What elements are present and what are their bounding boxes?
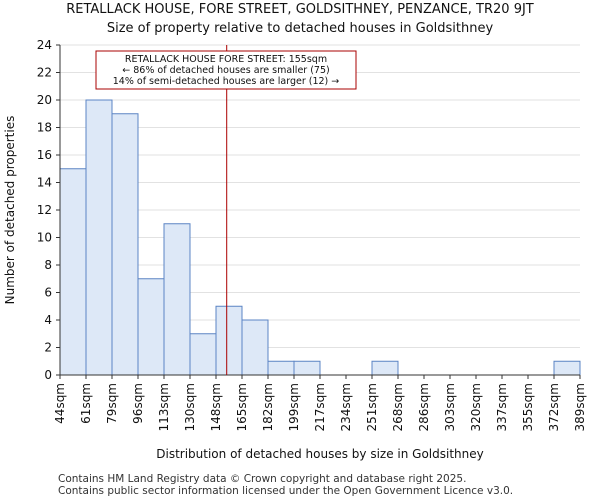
bars-layer xyxy=(59,99,581,376)
annotation-line-3: 14% of semi-detached houses are larger (… xyxy=(113,76,340,87)
x-tick-label: 337sqm xyxy=(495,383,509,431)
footer-line-2: Contains public sector information licen… xyxy=(58,485,514,497)
x-tick-label: 199sqm xyxy=(287,383,301,431)
y-tick-label: 20 xyxy=(37,93,52,107)
x-tick-label: 268sqm xyxy=(391,383,405,431)
y-axis-label: Number of detached properties xyxy=(3,116,17,305)
annotation-line-1: RETALLACK HOUSE FORE STREET: 155sqm xyxy=(125,54,327,65)
histogram-bar xyxy=(241,319,269,376)
histogram-bar xyxy=(137,278,165,376)
histogram-bar xyxy=(371,360,399,376)
y-tick-label: 22 xyxy=(37,66,52,80)
x-axis-label: Distribution of detached houses by size … xyxy=(156,447,483,461)
x-tick-label: 165sqm xyxy=(235,383,249,431)
x-tick-label: 79sqm xyxy=(105,383,119,424)
x-tick-label: 130sqm xyxy=(183,383,197,431)
x-tick-label: 182sqm xyxy=(261,383,275,431)
y-tick-label: 18 xyxy=(37,121,52,135)
chart-subtitle: Size of property relative to detached ho… xyxy=(106,21,494,36)
histogram-bar xyxy=(189,333,217,376)
histogram-bar xyxy=(267,360,295,376)
annotation-line-2: ← 86% of detached houses are smaller (75… xyxy=(122,65,329,76)
x-tick-label: 389sqm xyxy=(573,383,587,431)
x-tick-label: 148sqm xyxy=(209,383,223,431)
x-tick-label: 217sqm xyxy=(313,383,327,431)
x-tick-label: 251sqm xyxy=(365,383,379,431)
y-tick-label: 24 xyxy=(37,38,52,52)
x-tick-label: 320sqm xyxy=(469,383,483,431)
x-tick-label: 303sqm xyxy=(443,383,457,431)
y-tick-label: 16 xyxy=(37,148,52,162)
x-tick-label: 113sqm xyxy=(157,383,171,431)
y-tick-label: 8 xyxy=(44,258,52,272)
y-tick-label: 2 xyxy=(44,341,52,355)
footer-line-1: Contains HM Land Registry data © Crown c… xyxy=(58,473,467,485)
x-tick-label: 61sqm xyxy=(79,383,93,424)
y-tick-label: 12 xyxy=(37,203,52,217)
histogram-bar xyxy=(293,360,321,376)
y-tick-label: 10 xyxy=(37,231,52,245)
x-tick-label: 44sqm xyxy=(53,383,67,424)
histogram-bar xyxy=(163,223,191,376)
y-tick-label: 0 xyxy=(44,368,52,382)
x-tick-label: 286sqm xyxy=(417,383,431,431)
x-tick-label: 372sqm xyxy=(547,383,561,431)
histogram-bar xyxy=(59,168,87,376)
y-tick-label: 14 xyxy=(37,176,52,190)
y-tick-label: 6 xyxy=(44,286,52,300)
x-tick-label: 234sqm xyxy=(339,383,353,431)
histogram-bar xyxy=(553,360,581,376)
histogram-bar xyxy=(85,99,113,376)
annotation-layer: RETALLACK HOUSE FORE STREET: 155sqm ← 86… xyxy=(95,50,357,90)
y-tick-label: 4 xyxy=(44,313,52,327)
x-tick-label: 355sqm xyxy=(521,383,535,431)
x-tick-label: 96sqm xyxy=(131,383,145,424)
histogram-bar xyxy=(111,113,139,376)
histogram-bar xyxy=(215,305,243,376)
annotation-box xyxy=(95,50,357,90)
chart-title: RETALLACK HOUSE, FORE STREET, GOLDSITHNE… xyxy=(66,2,534,17)
